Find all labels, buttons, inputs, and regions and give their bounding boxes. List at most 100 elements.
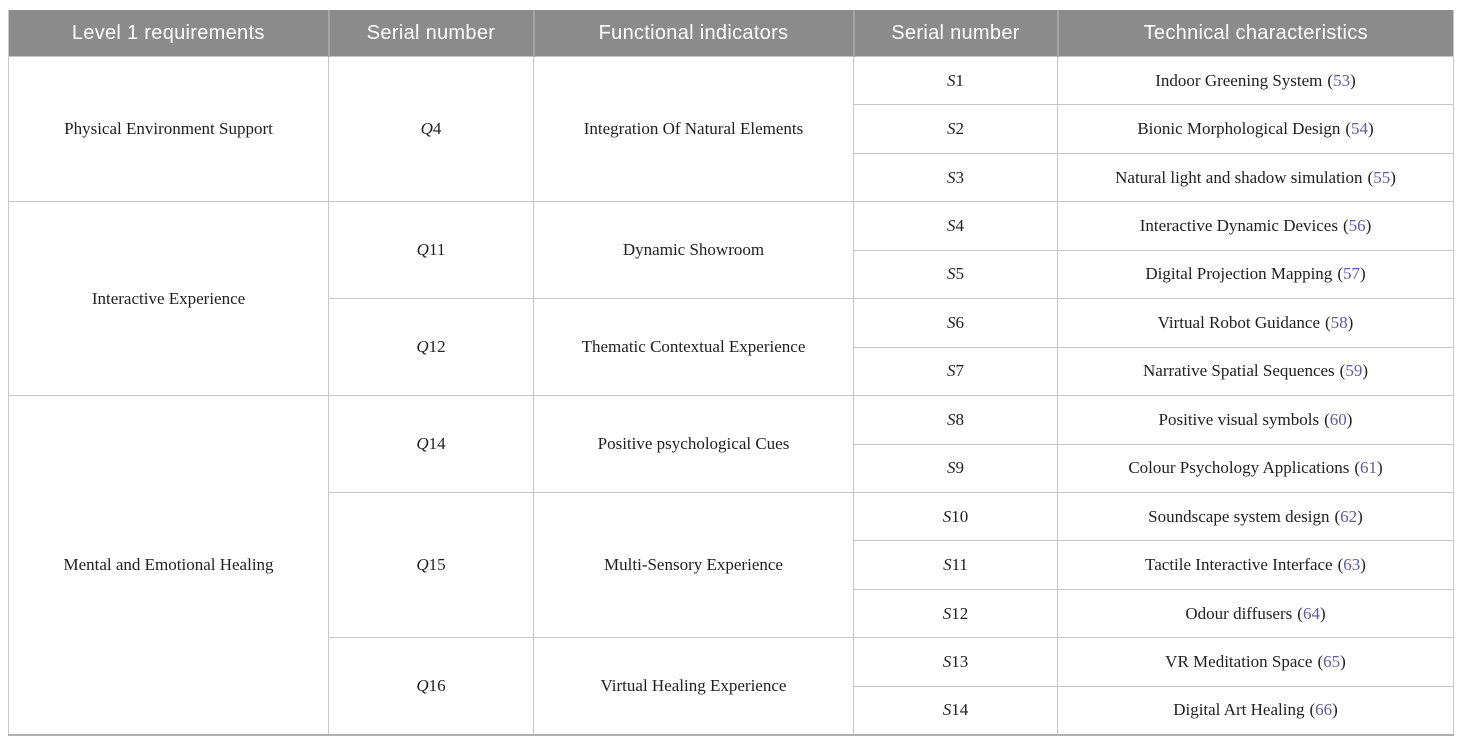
citation-ref-link[interactable]: 58	[1330, 312, 1348, 332]
s-serial-label: S1	[947, 70, 964, 90]
citation-close-paren: )	[1368, 119, 1374, 139]
s-serial-label: S8	[947, 409, 964, 429]
col-header-serial-number-q: Serial number	[327, 10, 534, 57]
citation-ref-link[interactable]: 65	[1323, 651, 1341, 671]
q-serial-cell: Q4	[328, 55, 534, 203]
col-header-level1-requirements: Level 1 requirements	[8, 10, 329, 57]
s-serial-cell: S8	[853, 395, 1058, 445]
technical-characteristic-label: Odour diffusers	[1185, 603, 1293, 623]
citation: (62)	[1334, 507, 1362, 526]
technical-characteristic-label: Colour Psychology Applications	[1128, 458, 1350, 478]
table-row: S9 Colour Psychology Applications (61)	[9, 443, 1454, 493]
functional-indicator-cell: Positive psychological Cues	[533, 395, 854, 493]
citation-close-paren: )	[1377, 458, 1383, 478]
table-row: S12 Odour diffusers (64)	[9, 588, 1454, 639]
technical-characteristic-cell: Natural light and shadow simulation (55)	[1057, 152, 1454, 203]
citation-open-paren: (	[1339, 361, 1346, 381]
s-serial-cell: S7	[853, 346, 1058, 397]
technical-characteristic-label: Digital Art Healing	[1173, 700, 1305, 720]
s-serial-cell: S9	[853, 443, 1058, 493]
table-row: S11 Tactile Interactive Interface (63)	[9, 540, 1454, 590]
citation-close-paren: )	[1350, 70, 1356, 90]
functional-indicator-cell: Dynamic Showroom	[533, 201, 854, 300]
functional-indicator-cell: Integration Of Natural Elements	[533, 55, 854, 203]
s-serial-cell: S4	[853, 201, 1058, 251]
citation-open-paren: (	[1317, 651, 1324, 671]
technical-characteristic-cell: Interactive Dynamic Devices (56)	[1057, 201, 1454, 251]
technical-characteristic-label: Interactive Dynamic Devices	[1139, 216, 1338, 236]
table-row: Physical Environment Support Q4 Integrat…	[8, 55, 1454, 203]
citation-open-paren: (	[1337, 264, 1343, 284]
table-row: Q15 Multi-Sensory Experience S10 Soundsc…	[9, 491, 1454, 639]
s-serial-label: S9	[947, 458, 964, 478]
s-serial-cell: S10	[853, 491, 1058, 542]
citation-ref-link[interactable]: 55	[1373, 167, 1391, 187]
citation-close-paren: )	[1359, 264, 1366, 284]
technical-characteristic-cell: Bionic Morphological Design (54)	[1057, 104, 1454, 154]
citation-ref-link[interactable]: 63	[1343, 555, 1361, 575]
s-serial-label: S5	[947, 264, 964, 284]
citation-open-paren: (	[1325, 312, 1331, 332]
q-serial-label: Q14	[416, 434, 446, 453]
citation-ref-link[interactable]: 66	[1315, 700, 1333, 720]
level1-cell: Interactive Experience	[8, 201, 329, 397]
citation-ref-link[interactable]: 62	[1340, 506, 1358, 526]
col-header-functional-indicators: Functional indicators	[532, 10, 854, 57]
technical-characteristic-cell: Soundscape system design (62)	[1057, 491, 1454, 542]
s-serial-cell: S3	[853, 152, 1058, 203]
s-serial-cell: S13	[853, 637, 1058, 687]
technical-characteristic-label: Natural light and shadow simulation	[1115, 167, 1363, 187]
citation: (59)	[1340, 361, 1368, 380]
citation: (56)	[1343, 216, 1371, 235]
q-serial-cell: Q11	[328, 201, 534, 300]
citation: (61)	[1354, 458, 1382, 477]
citation-open-paren: (	[1324, 409, 1330, 429]
citation-ref-link[interactable]: 56	[1348, 216, 1366, 236]
citation-close-paren: )	[1365, 216, 1372, 236]
technical-characteristic-cell: Virtual Robot Guidance (58)	[1057, 298, 1454, 348]
s-serial-label: S13	[942, 651, 969, 671]
citation-open-paren: (	[1342, 216, 1349, 236]
citation-open-paren: (	[1309, 700, 1316, 720]
technical-characteristic-label: Virtual Robot Guidance	[1157, 312, 1320, 332]
citation-ref-link[interactable]: 54	[1351, 119, 1369, 139]
technical-characteristic-cell: Digital Art Healing (66)	[1057, 685, 1454, 736]
s-serial-label: S2	[947, 119, 964, 139]
citation-close-paren: )	[1362, 361, 1368, 381]
citation: (66)	[1309, 700, 1337, 719]
citation-close-paren: )	[1347, 312, 1354, 332]
table-row: S5 Digital Projection Mapping (57)	[9, 249, 1454, 300]
q-serial-label: Q15	[416, 555, 446, 575]
citation-close-paren: )	[1346, 409, 1353, 429]
s-serial-label: S12	[942, 603, 969, 623]
functional-indicator-cell: Multi-Sensory Experience	[533, 491, 854, 639]
s-serial-label: S11	[943, 555, 968, 575]
citation-open-paren: (	[1334, 506, 1341, 526]
q-serial-cell: Q12	[328, 298, 534, 397]
s-serial-cell: S12	[853, 588, 1058, 639]
citation-close-paren: )	[1357, 506, 1363, 526]
citation-ref-link[interactable]: 60	[1329, 409, 1347, 429]
technical-characteristic-label: Digital Projection Mapping	[1145, 264, 1333, 284]
technical-characteristic-label: Positive visual symbols	[1158, 409, 1320, 429]
citation-open-paren: (	[1327, 70, 1334, 90]
citation-ref-link[interactable]: 53	[1333, 70, 1351, 90]
technical-characteristic-cell: Narrative Spatial Sequences (59)	[1057, 346, 1454, 397]
q-serial-cell: Q14	[328, 395, 534, 493]
citation-open-paren: (	[1337, 555, 1344, 575]
table-row: S2 Bionic Morphological Design (54)	[9, 104, 1454, 154]
s-serial-cell: S2	[853, 104, 1058, 154]
q-serial-cell: Q16	[328, 637, 534, 736]
citation: (53)	[1327, 71, 1355, 90]
citation-ref-link[interactable]: 61	[1360, 458, 1377, 478]
s-serial-label: S7	[947, 361, 964, 381]
citation: (57)	[1337, 264, 1365, 283]
technical-characteristic-cell: Indoor Greening System (53)	[1057, 55, 1454, 106]
citation-ref-link[interactable]: 57	[1342, 264, 1360, 284]
citation-ref-link[interactable]: 64	[1302, 603, 1320, 623]
s-serial-label: S14	[942, 700, 969, 720]
table-row: S3 Natural light and shadow simulation (5…	[9, 152, 1454, 203]
citation-open-paren: (	[1297, 603, 1303, 623]
table-row: Q16 Virtual Healing Experience S13 VR Me…	[9, 637, 1454, 736]
citation-ref-link[interactable]: 59	[1345, 361, 1363, 381]
